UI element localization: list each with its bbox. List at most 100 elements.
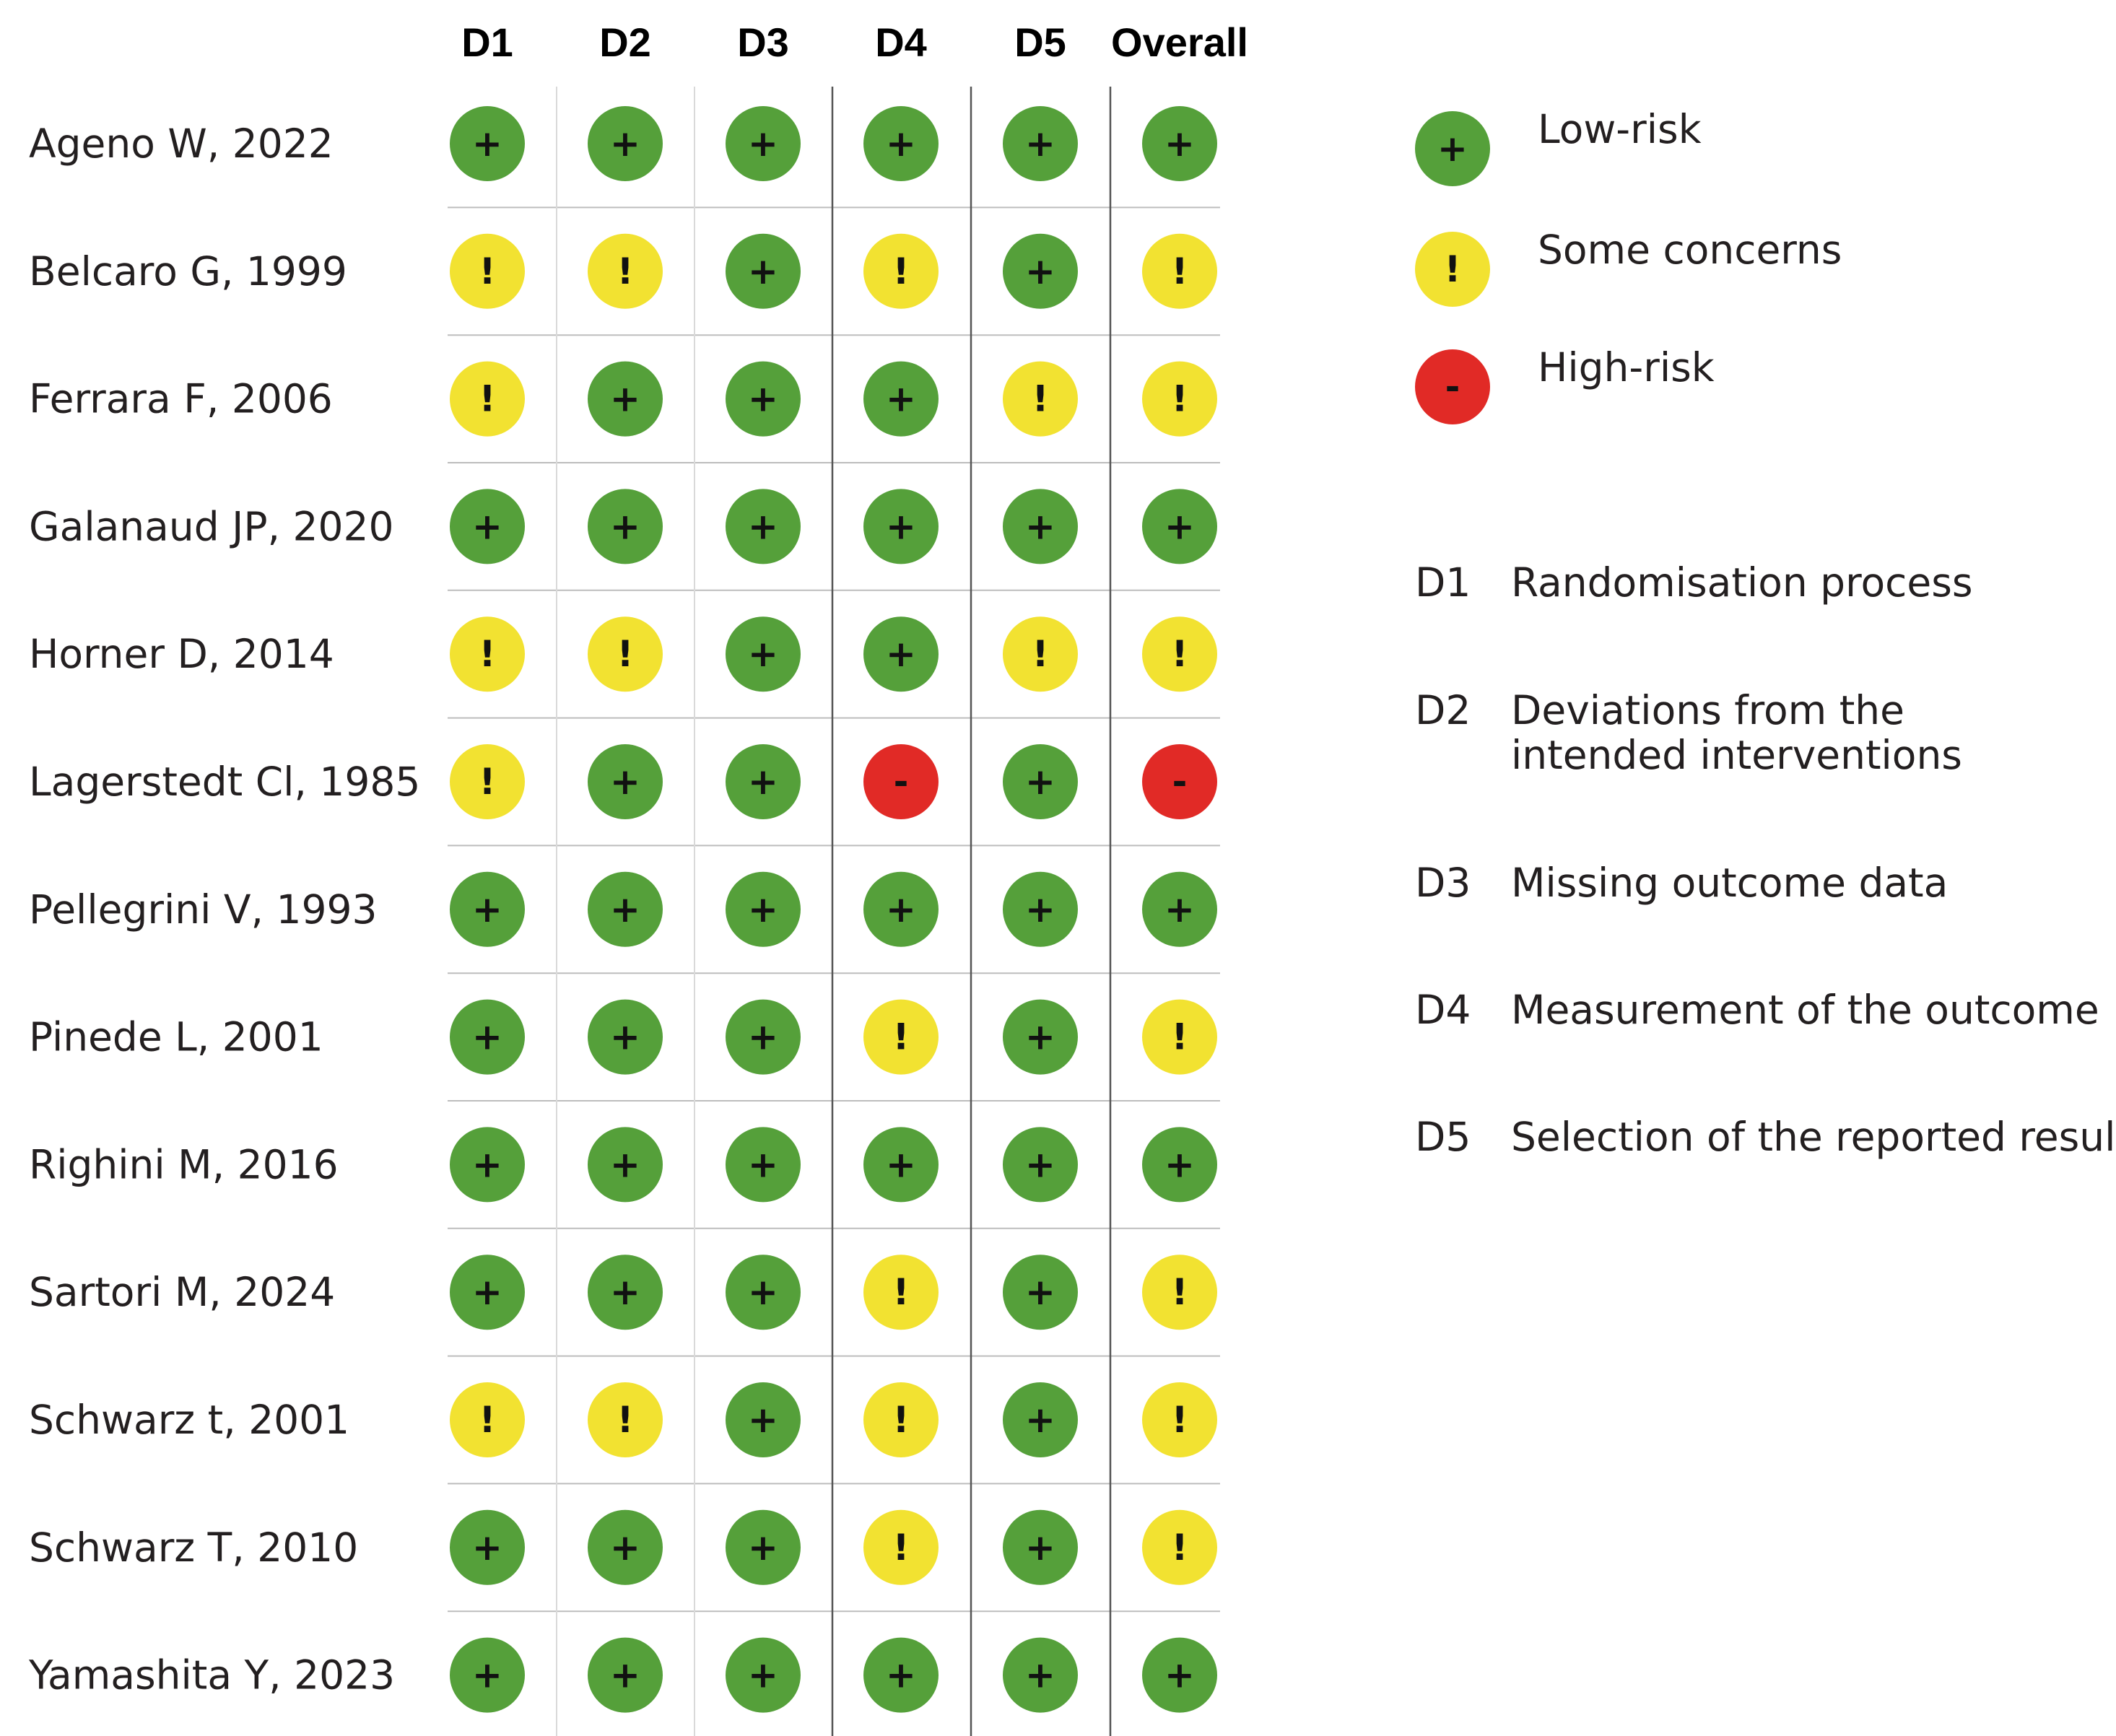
judgement-symbol: ! [617, 633, 634, 675]
judgement-symbol: + [472, 505, 502, 547]
judgement-some-circle [450, 233, 525, 309]
judgement-symbol: ! [479, 633, 496, 675]
judgement-low-circle [1003, 871, 1078, 947]
judgement-symbol: + [1025, 1016, 1055, 1058]
judgement-symbol: ! [1172, 250, 1188, 292]
judgement-low-circle [726, 1382, 801, 1457]
judgement-low-circle [1003, 1637, 1078, 1713]
judgement-low-circle [726, 1255, 801, 1330]
judgement-low-circle [1003, 1382, 1078, 1457]
judgement-low-circle [588, 871, 663, 947]
judgement-low-circle [588, 361, 663, 437]
judgement-symbol: + [748, 1399, 778, 1441]
judgement-symbol: + [748, 250, 778, 292]
judgement-low-circle [450, 106, 525, 181]
column-header-d2: D2 [599, 19, 651, 65]
judgement-some-circle [450, 744, 525, 819]
grid-lines [448, 87, 1220, 1736]
judgement-symbol: + [610, 1271, 640, 1313]
judgement-low-circle [726, 1509, 801, 1585]
judgement-low-circle [588, 744, 663, 819]
study-label: Galanaud JP, 2020 [29, 503, 393, 549]
domain-key: D1 Randomisation process D2 Deviations from… [1415, 559, 2116, 1160]
judgement-symbol: + [1025, 889, 1055, 930]
study-label: Righini M, 2016 [29, 1141, 339, 1187]
judgement-low-circle [726, 489, 801, 564]
judgement-symbol: ! [893, 1271, 910, 1313]
judgement-some-circle [450, 1382, 525, 1457]
judgement-low-circle [863, 1637, 939, 1713]
domain-code-d2: D2 [1415, 687, 1471, 733]
judgement-symbol: + [472, 1016, 502, 1058]
judgement-symbol: + [748, 1016, 778, 1058]
judgement-symbol: ! [1172, 1399, 1188, 1441]
judgement-symbol: + [610, 1016, 640, 1058]
judgement-symbol: ! [617, 1399, 634, 1441]
judgement-high-circle [863, 744, 939, 819]
judgement-symbol: ! [479, 761, 496, 803]
judgement-symbol: + [748, 1143, 778, 1185]
judgement-low-circle [863, 1127, 939, 1203]
judgement-low-circle [450, 1509, 525, 1585]
judgement-low-circle [726, 616, 801, 692]
judgement-some-circle [1142, 616, 1217, 692]
judgement-symbol: ! [1172, 1016, 1188, 1058]
judgement-symbol: + [748, 123, 778, 165]
judgement-low-circle [1003, 744, 1078, 819]
judgement-symbol: + [1025, 761, 1055, 803]
judgement-symbol: + [1025, 1143, 1055, 1185]
judgement-symbol: + [610, 1654, 640, 1696]
judgement-low-circle [1142, 1127, 1217, 1203]
judgement-some-circle [863, 999, 939, 1075]
study-label: Pellegrini V, 1993 [29, 886, 377, 933]
judgement-symbol: + [610, 505, 640, 547]
judgement-low-circle [450, 1637, 525, 1713]
judgement-low-circle [863, 489, 939, 564]
study-label: Lagerstedt Cl, 1985 [29, 759, 420, 805]
legend-symbol: - [1445, 366, 1460, 408]
judgement-low-circle [450, 1127, 525, 1203]
legend-some-circle [1415, 232, 1490, 307]
judgement-some-circle [863, 1255, 939, 1330]
judgement-some-circle [588, 1382, 663, 1457]
domain-code-d3: D3 [1415, 860, 1471, 906]
judgement-low-circle [726, 744, 801, 819]
legend-symbol: + [1437, 128, 1468, 170]
judgement-low-circle [726, 361, 801, 437]
judgement-symbol: + [748, 761, 778, 803]
legend-high-circle [1415, 349, 1490, 424]
domain-code-d5: D5 [1415, 1114, 1471, 1160]
column-headers: D1 D2 D3 D4 D5 Overall [461, 19, 1248, 65]
judgement-symbol: + [472, 1527, 502, 1569]
judgement-some-circle [1142, 1509, 1217, 1585]
judgement-low-circle [1003, 489, 1078, 564]
judgement-some-circle [1142, 999, 1217, 1075]
judgement-symbol: + [886, 123, 916, 165]
judgement-symbol: ! [1172, 633, 1188, 675]
judgement-low-circle [588, 1127, 663, 1203]
domain-description-d1: Randomisation process [1511, 559, 1973, 606]
domain-code-d4: D4 [1415, 987, 1471, 1033]
judgement-some-circle [588, 233, 663, 309]
study-label: Ageno W, 2022 [29, 121, 334, 167]
study-label: Ferrara F, 2006 [29, 376, 333, 422]
judgement-symbol: + [1025, 123, 1055, 165]
legend-low-circle [1415, 111, 1490, 186]
judgement-low-circle [863, 871, 939, 947]
legend-low-label: Low-risk [1538, 106, 1702, 152]
judgement-symbol: + [1164, 1654, 1195, 1696]
judgement-low-circle [588, 489, 663, 564]
domain-description-d2: Deviations from the [1511, 687, 1904, 733]
study-label: Yamashita Y, 2023 [28, 1652, 395, 1698]
judgement-some-circle [863, 1382, 939, 1457]
domain-description-d2: intended interventions [1511, 732, 1962, 778]
judgement-symbol: + [1025, 1527, 1055, 1569]
judgement-symbol: ! [1172, 1527, 1188, 1569]
judgement-symbol: + [748, 633, 778, 675]
judgement-some-circle [588, 616, 663, 692]
judgement-low-circle [1003, 233, 1078, 309]
legend-some-label: Some concerns [1538, 227, 1842, 273]
study-label: Belcaro G, 1999 [29, 248, 347, 295]
